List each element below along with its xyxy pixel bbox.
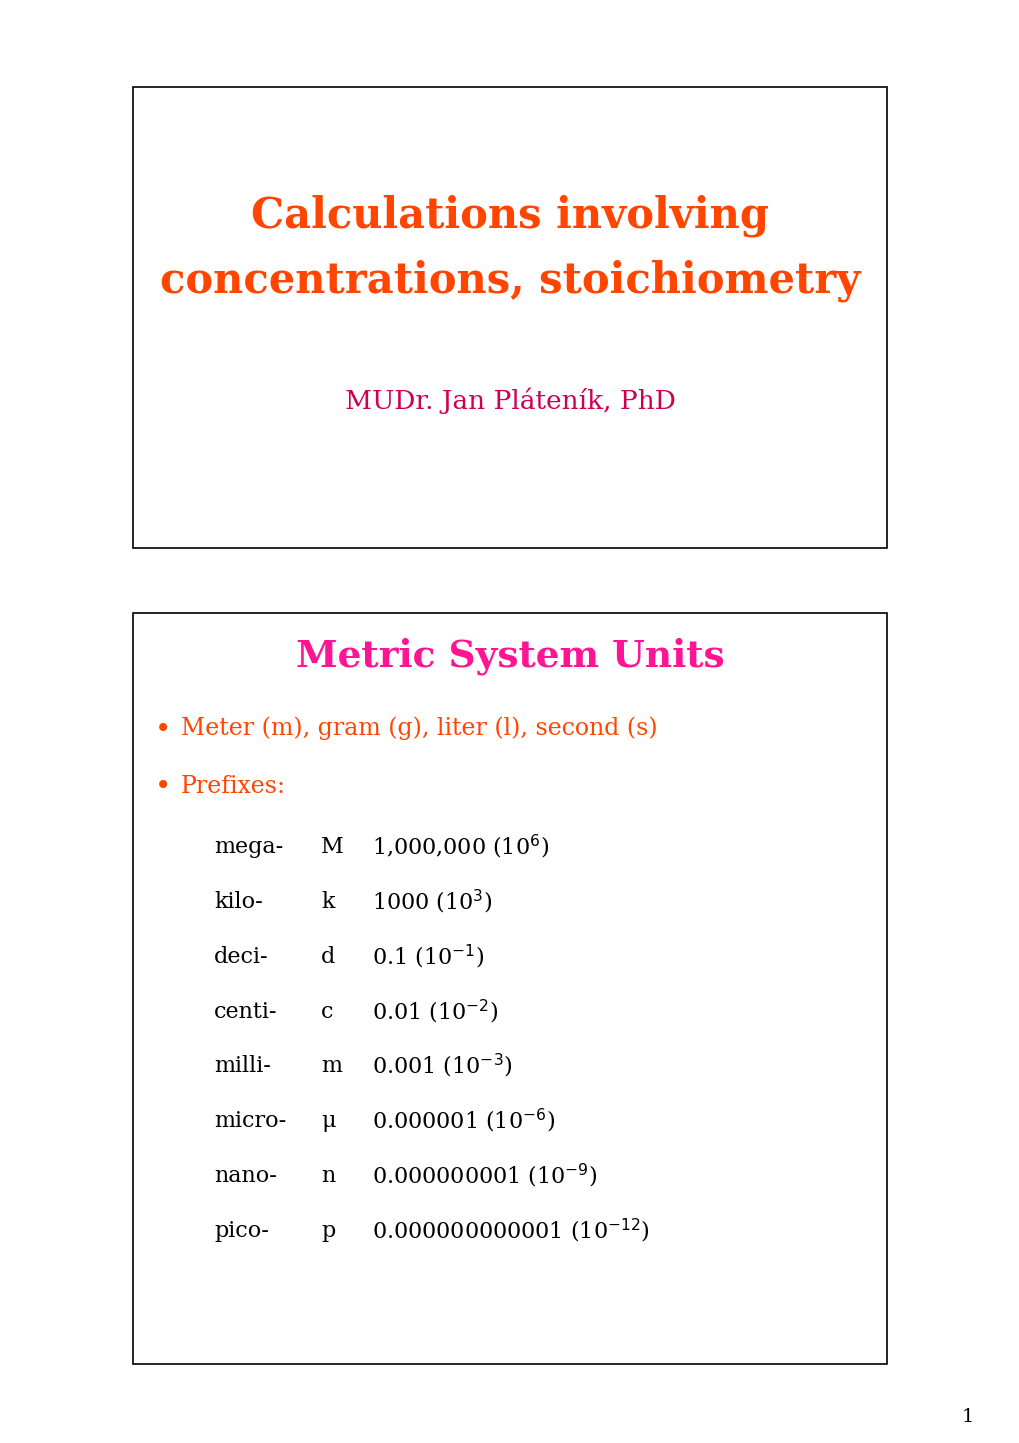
Text: 0.000001 (10$^{-6}$): 0.000001 (10$^{-6}$): [372, 1107, 554, 1136]
Text: 0.001 (10$^{-3}$): 0.001 (10$^{-3}$): [372, 1052, 513, 1081]
FancyBboxPatch shape: [132, 87, 887, 548]
Text: •: •: [155, 714, 171, 743]
Text: 0.000000000001 (10$^{-12}$): 0.000000000001 (10$^{-12}$): [372, 1216, 649, 1245]
Text: nano-: nano-: [214, 1165, 277, 1188]
Text: •: •: [155, 772, 171, 801]
Text: M: M: [321, 835, 343, 859]
FancyBboxPatch shape: [132, 613, 887, 1364]
Text: k: k: [321, 890, 334, 913]
Text: deci-: deci-: [214, 945, 269, 968]
Text: 0.000000001 (10$^{-9}$): 0.000000001 (10$^{-9}$): [372, 1162, 597, 1190]
Text: MUDr. Jan Pláteník, PhD: MUDr. Jan Pláteník, PhD: [344, 387, 675, 414]
Text: milli-: milli-: [214, 1055, 271, 1078]
Text: micro-: micro-: [214, 1110, 286, 1133]
Text: 0.1 (10$^{-1}$): 0.1 (10$^{-1}$): [372, 942, 484, 971]
Text: Prefixes:: Prefixes:: [180, 775, 285, 798]
Text: c: c: [321, 1000, 333, 1023]
Text: Metric System Units: Metric System Units: [296, 638, 723, 675]
Text: 1: 1: [961, 1408, 973, 1426]
Text: 0.01 (10$^{-2}$): 0.01 (10$^{-2}$): [372, 997, 498, 1026]
Text: d: d: [321, 945, 335, 968]
Text: μ: μ: [321, 1110, 335, 1133]
Text: n: n: [321, 1165, 335, 1188]
Text: concentrations, stoichiometry: concentrations, stoichiometry: [160, 260, 859, 302]
Text: Calculations involving: Calculations involving: [251, 195, 768, 237]
Text: 1000 (10$^{3}$): 1000 (10$^{3}$): [372, 887, 492, 916]
Text: mega-: mega-: [214, 835, 283, 859]
Text: kilo-: kilo-: [214, 890, 263, 913]
Text: p: p: [321, 1219, 335, 1242]
Text: 1,000,000 (10$^{6}$): 1,000,000 (10$^{6}$): [372, 833, 549, 861]
Text: m: m: [321, 1055, 342, 1078]
Text: pico-: pico-: [214, 1219, 269, 1242]
Text: centi-: centi-: [214, 1000, 277, 1023]
Text: Meter (m), gram (g), liter (l), second (s): Meter (m), gram (g), liter (l), second (…: [180, 717, 656, 740]
